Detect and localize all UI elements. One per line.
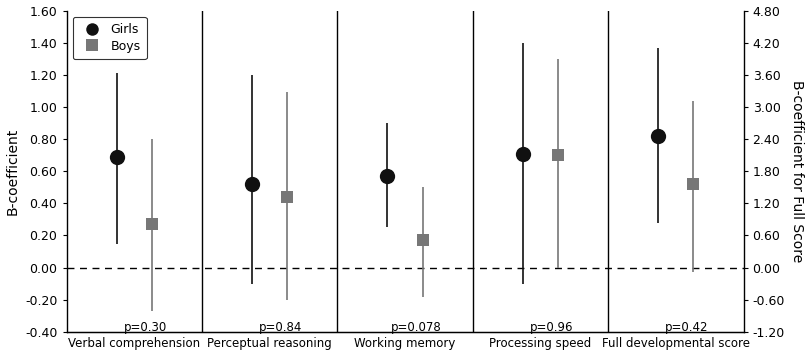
Text: p=0.30: p=0.30 xyxy=(123,321,167,334)
Text: p=0.42: p=0.42 xyxy=(665,321,709,334)
Legend: Girls, Boys: Girls, Boys xyxy=(73,17,147,59)
Text: p=0.078: p=0.078 xyxy=(390,321,441,334)
Y-axis label: B-coefficient: B-coefficient xyxy=(6,127,19,215)
Text: p=0.96: p=0.96 xyxy=(530,321,573,334)
Y-axis label: B-coefficient for Full Score: B-coefficient for Full Score xyxy=(791,80,804,262)
Text: p=0.84: p=0.84 xyxy=(258,321,302,334)
